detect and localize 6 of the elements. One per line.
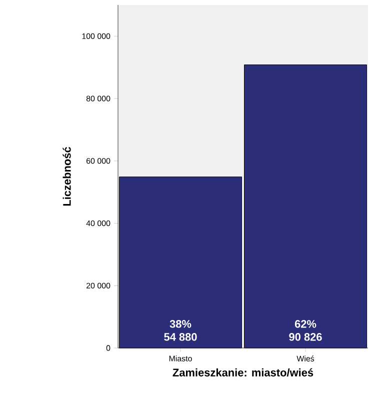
y-axis-title: Liczebność — [62, 146, 71, 206]
annotation: 62% — [294, 320, 316, 328]
x-axis-title: Zamieszkanie: miasto/wieś — [172, 368, 314, 377]
annotation: 38% — [170, 320, 192, 328]
data-label: 90 826 — [289, 333, 322, 341]
data-label: 54 880 — [164, 333, 197, 341]
